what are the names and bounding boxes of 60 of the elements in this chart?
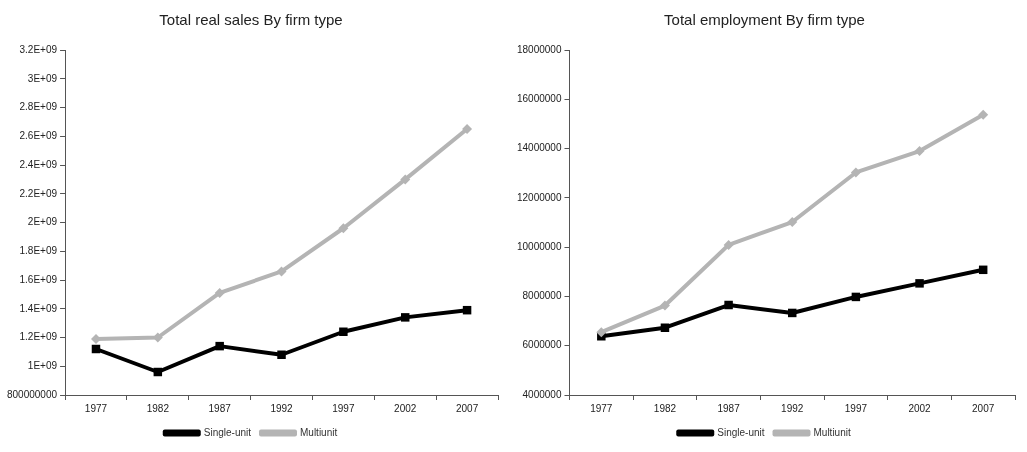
point <box>400 313 410 322</box>
point <box>850 167 861 178</box>
x-tick-label: 1987 <box>717 402 741 414</box>
y-tick-label: 16000000 <box>516 93 562 105</box>
y-tick-label: 10000000 <box>516 240 562 252</box>
point <box>596 327 607 338</box>
y-tick-label: 2E+09 <box>27 216 58 228</box>
point <box>978 109 989 120</box>
y-tick-label: 12000000 <box>516 191 562 203</box>
point <box>277 350 286 359</box>
x-tick-label: 2007 <box>455 402 479 414</box>
y-tick-label: 14000000 <box>516 142 562 154</box>
y-tick-label: 3E+09 <box>27 72 58 84</box>
x-tick-label: 1977 <box>590 402 613 414</box>
x-tick-label: 1997 <box>844 402 868 414</box>
point <box>660 323 670 332</box>
x-tick-label: 2002 <box>394 402 417 414</box>
point <box>276 266 287 277</box>
y-tick-label: 1.8E+09 <box>19 245 58 256</box>
y-tick-label: 1.4E+09 <box>19 302 58 314</box>
y-tick-label: 18000000 <box>516 43 562 55</box>
point <box>915 279 924 288</box>
point <box>724 300 733 310</box>
y-tick-label: 4000000 <box>522 388 562 400</box>
x-tick-label: 1982 <box>146 402 170 414</box>
x-tick-label: 1987 <box>208 402 232 414</box>
y-tick-label: 8000000 <box>522 290 562 302</box>
point <box>914 146 925 157</box>
legend-label: Multiunit <box>300 426 338 438</box>
y-tick-label: 6000000 <box>522 339 562 351</box>
legend-label: Single-unit <box>717 426 765 438</box>
y-tick-label: 2.4E+09 <box>19 158 58 170</box>
y-tick-label: 1E+09 <box>27 360 58 371</box>
x-tick-label: 1997 <box>332 402 355 414</box>
y-tick-label: 800000000 <box>6 388 58 400</box>
y-tick-label: 3.2E+09 <box>19 43 58 55</box>
point <box>723 239 734 250</box>
y-tick-label: 2.6E+09 <box>19 130 58 141</box>
point <box>659 300 670 311</box>
x-tick-label: 1982 <box>653 402 677 414</box>
x-tick-label: 1992 <box>781 402 804 414</box>
point <box>462 124 473 135</box>
x-tick-label: 2007 <box>972 402 995 414</box>
x-tick-label: 2002 <box>908 402 932 414</box>
legend-label: Multiunit <box>813 426 851 438</box>
x-tick-label: 1977 <box>84 402 108 414</box>
point <box>339 327 348 336</box>
y-tick-label: 2.2E+09 <box>19 187 58 199</box>
chart-title: Total real sales By firm type <box>159 11 343 29</box>
y-tick-label: 1.6E+09 <box>19 273 58 285</box>
point <box>215 341 224 351</box>
y-tick-label: 2.8E+09 <box>19 101 58 113</box>
point <box>400 174 411 185</box>
y-tick-label: 1.2E+09 <box>19 331 58 343</box>
chart-title: Total employment By firm type <box>664 11 865 29</box>
legend-label: Single-unit <box>203 426 252 438</box>
x-tick-label: 1992 <box>270 402 294 414</box>
point <box>338 223 349 234</box>
point <box>214 287 225 298</box>
point <box>787 217 798 228</box>
